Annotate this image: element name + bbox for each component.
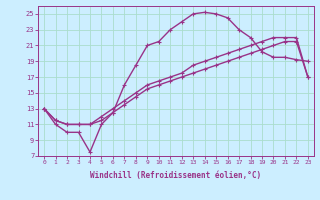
X-axis label: Windchill (Refroidissement éolien,°C): Windchill (Refroidissement éolien,°C) xyxy=(91,171,261,180)
